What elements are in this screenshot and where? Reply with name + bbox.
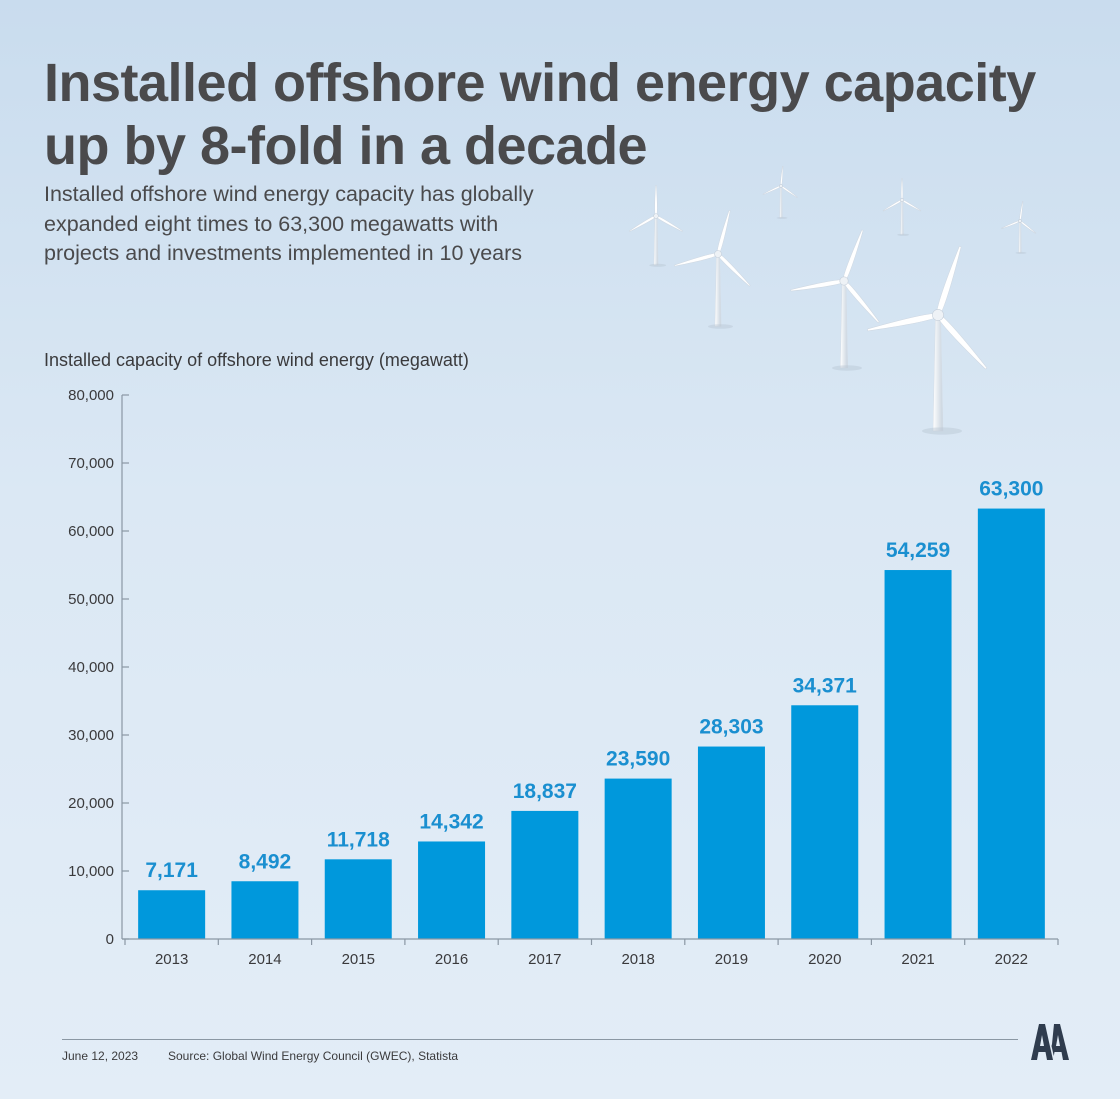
wind-turbine-icon: [867, 245, 988, 435]
bar-chart: 7,171 8,492 11,718 14,342 18,837 23,590 28,303…: [68, 387, 1059, 968]
x-tick-label-2015: 2015: [342, 951, 375, 968]
wind-turbine-icon: [628, 185, 684, 267]
bar-2017: [511, 810, 579, 939]
y-tick-label-50000: 50,000: [68, 591, 114, 608]
x-tick-label-2021: 2021: [901, 951, 934, 968]
wind-turbine-icon: [762, 165, 798, 219]
y-tick-label-30000: 30,000: [68, 727, 114, 744]
data-label-2021: 54,259: [886, 539, 950, 562]
chart-subtitle: Installed offshore wind energy capacity …: [44, 182, 534, 265]
bar-2013: [138, 890, 206, 939]
wind-turbine-icon: [1001, 201, 1037, 254]
bar-2019: [697, 746, 765, 939]
y-tick-label-10000: 10,000: [68, 863, 114, 880]
data-label-2015: 11,718: [327, 828, 390, 851]
data-label-2013: 7,171: [145, 859, 198, 882]
bar-2020: [791, 705, 859, 939]
bar-2016: [418, 841, 486, 939]
data-label-2018: 23,590: [606, 748, 670, 771]
bars-layer: 7,171 8,492 11,718 14,342 18,837 23,590 28,303…: [138, 478, 1045, 939]
bar-2018: [604, 778, 672, 939]
x-tick-label-2017: 2017: [528, 951, 561, 968]
data-label-2017: 18,837: [513, 780, 577, 803]
y-tick-label-80000: 80,000: [68, 387, 114, 404]
y-tick-label-60000: 60,000: [68, 523, 114, 540]
data-label-2022: 63,300: [979, 478, 1043, 501]
aa-logo-icon: [1031, 1024, 1069, 1060]
x-tick-label-2013: 2013: [155, 951, 188, 968]
bar-2021: [884, 570, 952, 939]
bar-2015: [324, 859, 392, 939]
data-label-2020: 34,371: [793, 674, 858, 697]
x-tick-label-2020: 2020: [808, 951, 841, 968]
data-label-2019: 28,303: [699, 716, 763, 739]
footer-divider: [62, 1039, 1018, 1040]
y-tick-label-0: 0: [106, 931, 114, 948]
chart-title: Installed offshore wind energy capacity …: [44, 53, 1036, 176]
bar-2014: [231, 881, 299, 939]
axes: 2013 2014 2015 2016 2017 2018 2019 2020 2021 2022…: [68, 387, 1059, 968]
wind-turbine-icon: [882, 178, 922, 236]
wind-turbine-icon: [790, 229, 880, 371]
wind-turbine-icon: [674, 210, 751, 329]
footer-date: June 12, 2023: [62, 1049, 139, 1063]
y-tick-label-70000: 70,000: [68, 455, 114, 472]
data-label-2016: 14,342: [419, 810, 483, 833]
y-axis-label: Installed capacity of offshore wind ener…: [44, 350, 469, 370]
x-tick-label-2022: 2022: [995, 951, 1028, 968]
y-tick-label-20000: 20,000: [68, 795, 114, 812]
x-tick-label-2018: 2018: [621, 951, 654, 968]
x-tick-label-2014: 2014: [248, 951, 281, 968]
x-tick-label-2016: 2016: [435, 951, 468, 968]
bar-2022: [977, 508, 1045, 939]
wind-turbines-illustration: [628, 165, 1037, 435]
x-tick-label-2019: 2019: [715, 951, 748, 968]
data-label-2014: 8,492: [239, 850, 292, 873]
y-tick-label-40000: 40,000: [68, 659, 114, 676]
footer-source: Source: Global Wind Energy Council (GWEC…: [168, 1049, 459, 1063]
